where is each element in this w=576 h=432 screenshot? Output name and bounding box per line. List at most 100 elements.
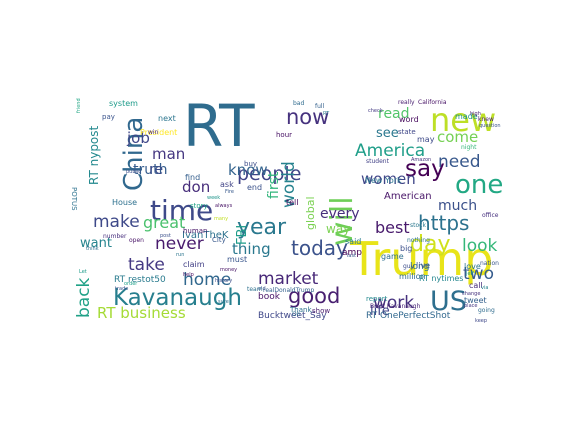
cloud-word: FBI xyxy=(235,225,250,245)
cloud-word: friend xyxy=(76,98,82,113)
cloud-word: full xyxy=(315,103,325,110)
cloud-word: way xyxy=(326,222,350,236)
cloud-word: time xyxy=(150,194,213,227)
cloud-word: need xyxy=(438,152,480,172)
cloud-word: old xyxy=(258,286,266,292)
cloud-word: man xyxy=(152,145,185,163)
cloud-word: week xyxy=(207,195,220,201)
cloud-word: call xyxy=(469,281,483,290)
cloud-word: help xyxy=(183,272,194,278)
cloud-word: don xyxy=(182,178,210,196)
cloud-word: New York xyxy=(365,176,402,185)
cloud-word: night xyxy=(461,144,477,151)
cloud-word: state xyxy=(398,128,416,136)
cloud-word: Trump xyxy=(349,232,493,286)
cloud-word: game xyxy=(381,252,404,261)
cloud-word: Oh xyxy=(292,311,301,318)
cloud-word: global xyxy=(304,196,317,230)
cloud-word: open xyxy=(129,237,144,244)
cloud-word: next xyxy=(158,114,176,123)
cloud-word: back xyxy=(74,277,94,318)
cloud-word: will xyxy=(325,196,360,246)
cloud-word: always xyxy=(215,203,233,209)
cloud-word: day xyxy=(410,232,450,257)
cloud-word: want xyxy=(80,236,112,251)
cloud-word: tell xyxy=(286,198,299,207)
cloud-word: office xyxy=(482,212,499,219)
cloud-word: place xyxy=(464,303,477,309)
cloud-word: show xyxy=(312,307,330,315)
cloud-word: sure xyxy=(218,299,229,305)
cloud-word: two xyxy=(463,264,494,284)
cloud-word: really xyxy=(398,99,415,106)
cloud-word: number xyxy=(103,233,127,240)
cloud-word: Brett Kavanaugh xyxy=(370,303,421,310)
cloud-word: Let xyxy=(79,269,87,275)
cloud-word: great xyxy=(143,213,185,232)
cloud-word: system xyxy=(109,99,138,108)
cloud-word: https xyxy=(418,211,469,235)
cloud-word: keep xyxy=(475,318,487,324)
cloud-word: history xyxy=(215,278,232,284)
cloud-word: word xyxy=(399,115,419,124)
cloud-word: run xyxy=(176,252,184,258)
cloud-word: Kavanaugh xyxy=(113,285,242,311)
cloud-word: President xyxy=(140,128,177,137)
cloud-word: order xyxy=(124,281,138,287)
cloud-word: RT xyxy=(323,111,330,117)
cloud-word: America xyxy=(355,141,425,161)
cloud-word: come xyxy=(437,128,478,146)
cloud-word: people xyxy=(237,163,301,185)
cloud-word: new xyxy=(430,101,496,139)
cloud-word: take xyxy=(128,255,165,275)
cloud-word: look xyxy=(462,236,498,256)
cloud-word: much xyxy=(438,198,477,214)
cloud-word: going xyxy=(478,307,495,314)
cloud-word: market xyxy=(258,269,319,289)
cloud-word: via xyxy=(481,285,488,291)
cloud-word: Thank xyxy=(289,306,312,314)
cloud-word: see xyxy=(376,126,399,141)
cloud-word: City xyxy=(212,236,226,244)
cloud-word: realDonaldTrump xyxy=(263,287,315,294)
cloud-word: check xyxy=(368,108,383,114)
cloud-word: said xyxy=(345,237,361,246)
cloud-word: job xyxy=(126,129,150,147)
cloud-word: public xyxy=(126,169,141,175)
cloud-word: nothing xyxy=(407,237,430,244)
cloud-word: knew xyxy=(478,116,494,123)
cloud-word: change xyxy=(462,291,480,297)
cloud-word: first xyxy=(266,171,282,199)
cloud-word: million xyxy=(399,272,426,281)
cloud-word: bad xyxy=(293,100,304,107)
cloud-word: amp xyxy=(342,248,362,258)
cloud-word: post xyxy=(160,233,171,239)
cloud-word: story xyxy=(190,202,208,210)
cloud-word: RT business xyxy=(97,304,186,322)
cloud-word: world xyxy=(279,161,299,208)
cloud-word: know xyxy=(228,161,268,179)
cloud-word: year xyxy=(237,215,287,240)
cloud-word: IvanTheK xyxy=(182,230,229,241)
cloud-word: work xyxy=(373,293,414,313)
cloud-word: House xyxy=(112,198,137,207)
cloud-word: guy xyxy=(403,263,415,270)
cloud-word: American xyxy=(384,191,432,202)
cloud-word: ask xyxy=(220,180,234,189)
cloud-word: Amazon xyxy=(411,157,431,163)
cloud-word: RT restot50 xyxy=(114,275,166,285)
cloud-word: human xyxy=(183,227,207,235)
cloud-word: China xyxy=(119,117,149,191)
cloud-word: home xyxy=(183,270,231,290)
cloud-word: Fire xyxy=(225,189,234,195)
cloud-word: made xyxy=(455,112,478,121)
cloud-word: end xyxy=(247,183,262,192)
cloud-word: now xyxy=(286,105,329,129)
cloud-word: thing xyxy=(232,240,271,258)
cloud-word: best xyxy=(375,218,410,237)
cloud-word: good xyxy=(288,284,340,308)
cloud-word: team xyxy=(247,286,263,293)
cloud-word: think xyxy=(86,246,99,252)
cloud-word: US xyxy=(430,286,467,317)
